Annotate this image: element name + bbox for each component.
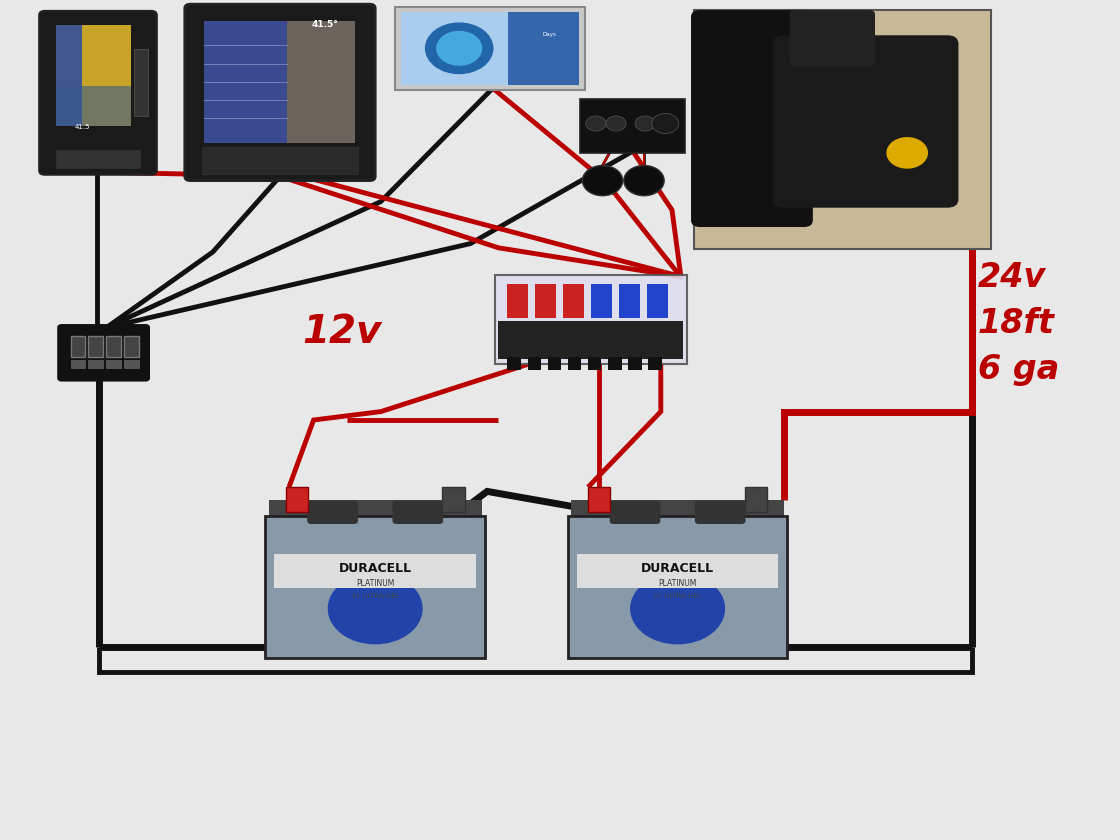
Text: PLATINUM: PLATINUM — [659, 580, 697, 588]
Bar — [507, 284, 528, 318]
Bar — [401, 12, 508, 85]
Bar — [498, 321, 683, 359]
FancyBboxPatch shape — [790, 10, 875, 66]
Bar — [591, 284, 612, 318]
Bar — [56, 86, 131, 126]
Bar — [577, 554, 778, 588]
Bar — [134, 49, 148, 116]
FancyBboxPatch shape — [495, 275, 687, 364]
Text: DURACELL: DURACELL — [338, 562, 412, 575]
FancyBboxPatch shape — [308, 501, 357, 523]
Bar — [442, 487, 465, 512]
Bar — [535, 284, 556, 318]
FancyBboxPatch shape — [58, 325, 149, 381]
Bar — [124, 360, 139, 368]
Bar — [568, 357, 581, 370]
Bar — [508, 12, 579, 85]
Bar — [56, 150, 140, 168]
Bar — [648, 357, 662, 370]
Text: PLATINUM: PLATINUM — [356, 580, 394, 588]
FancyBboxPatch shape — [393, 501, 442, 523]
Text: 31 ULTRA GEL: 31 ULTRA GEL — [653, 593, 702, 599]
Bar — [106, 360, 121, 368]
Bar — [274, 554, 476, 588]
Circle shape — [586, 116, 606, 131]
Circle shape — [652, 113, 679, 134]
Bar — [56, 25, 82, 126]
Bar — [106, 336, 121, 357]
Text: 31 ULTRA GEL: 31 ULTRA GEL — [351, 593, 400, 599]
Bar — [286, 487, 308, 512]
Bar — [563, 284, 584, 318]
Bar — [694, 10, 991, 249]
FancyBboxPatch shape — [265, 516, 485, 658]
FancyBboxPatch shape — [610, 501, 660, 523]
Bar — [204, 21, 287, 143]
Bar — [608, 357, 622, 370]
Circle shape — [635, 116, 655, 131]
Circle shape — [624, 165, 664, 196]
Bar — [287, 21, 355, 143]
Bar — [647, 284, 668, 318]
Circle shape — [606, 116, 626, 131]
Circle shape — [426, 23, 493, 74]
Bar — [71, 360, 85, 368]
Bar — [56, 25, 131, 126]
Circle shape — [887, 138, 927, 168]
Circle shape — [328, 574, 422, 643]
Bar — [628, 357, 642, 370]
FancyBboxPatch shape — [568, 516, 787, 658]
Bar — [548, 357, 561, 370]
FancyBboxPatch shape — [691, 10, 813, 227]
Bar — [88, 336, 103, 357]
Bar — [71, 336, 85, 357]
FancyBboxPatch shape — [395, 7, 585, 90]
FancyBboxPatch shape — [39, 11, 157, 175]
Circle shape — [437, 31, 482, 65]
Bar — [88, 360, 103, 368]
Circle shape — [631, 574, 725, 643]
Bar — [588, 487, 610, 512]
Bar — [528, 357, 541, 370]
Bar — [588, 357, 601, 370]
Bar — [202, 147, 358, 174]
Bar — [507, 357, 521, 370]
Text: Days: Days — [542, 32, 556, 37]
Bar — [571, 500, 784, 523]
FancyBboxPatch shape — [580, 99, 685, 153]
Text: DURACELL: DURACELL — [641, 562, 715, 575]
Bar — [204, 21, 355, 143]
FancyBboxPatch shape — [696, 501, 745, 523]
Bar — [124, 336, 139, 357]
Bar — [269, 500, 482, 523]
FancyBboxPatch shape — [773, 35, 959, 207]
Bar — [619, 284, 640, 318]
Circle shape — [582, 165, 623, 196]
Text: 41.5°: 41.5° — [311, 20, 338, 29]
Text: 41.5: 41.5 — [74, 123, 90, 129]
Text: 12v: 12v — [302, 312, 381, 351]
Bar — [745, 487, 767, 512]
Text: 24v
18ft
6 ga: 24v 18ft 6 ga — [978, 261, 1060, 386]
FancyBboxPatch shape — [185, 4, 375, 181]
